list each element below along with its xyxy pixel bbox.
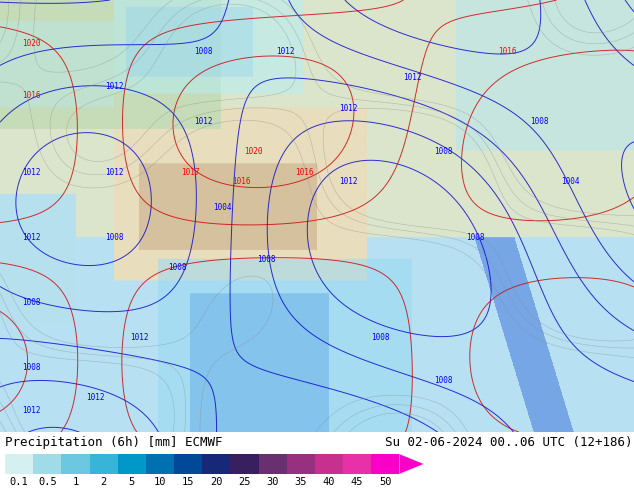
Text: 1016: 1016 [498, 48, 517, 56]
Bar [89, 454, 118, 474]
Text: 1016: 1016 [295, 169, 314, 177]
Text: 1: 1 [72, 477, 79, 487]
Text: 1008: 1008 [466, 233, 485, 242]
Text: 1020: 1020 [22, 39, 41, 48]
Text: 1008: 1008 [434, 147, 453, 156]
Text: 1012: 1012 [403, 74, 422, 82]
Text: 1008: 1008 [168, 264, 187, 272]
Text: 1012: 1012 [22, 406, 41, 415]
Text: Su 02-06-2024 00..06 UTC (12+186): Su 02-06-2024 00..06 UTC (12+186) [385, 436, 633, 449]
Text: 1008: 1008 [257, 255, 276, 264]
Bar [61, 454, 89, 474]
Text: 1012: 1012 [276, 48, 295, 56]
Bar [174, 454, 202, 474]
Polygon shape [399, 454, 424, 474]
Bar [5, 454, 33, 474]
Text: 40: 40 [323, 477, 335, 487]
Text: 1020: 1020 [244, 147, 263, 156]
Text: 1008: 1008 [434, 376, 453, 385]
Text: 1016: 1016 [231, 177, 250, 186]
Text: 1012: 1012 [193, 117, 212, 125]
Text: 1004: 1004 [561, 177, 580, 186]
Text: 25: 25 [238, 477, 251, 487]
Bar [146, 454, 174, 474]
Text: 1012: 1012 [22, 233, 41, 242]
Text: 1016: 1016 [22, 91, 41, 99]
Bar [118, 454, 146, 474]
Bar [343, 454, 372, 474]
Text: 1012: 1012 [339, 103, 358, 113]
Bar [202, 454, 230, 474]
Text: 1017: 1017 [181, 169, 200, 177]
Text: 1012: 1012 [105, 169, 124, 177]
Text: 30: 30 [266, 477, 279, 487]
Bar [287, 454, 315, 474]
Text: 1008: 1008 [22, 298, 41, 307]
Text: 1012: 1012 [339, 177, 358, 186]
Text: 0.5: 0.5 [38, 477, 56, 487]
Text: 15: 15 [182, 477, 195, 487]
Bar [259, 454, 287, 474]
Text: 10: 10 [153, 477, 166, 487]
Bar [230, 454, 259, 474]
Text: 35: 35 [295, 477, 307, 487]
Text: 20: 20 [210, 477, 223, 487]
Bar [33, 454, 61, 474]
Text: 1012: 1012 [130, 333, 149, 342]
Text: Precipitation (6h) [mm] ECMWF: Precipitation (6h) [mm] ECMWF [5, 436, 223, 449]
Text: 1008: 1008 [371, 333, 390, 342]
Text: 50: 50 [379, 477, 392, 487]
Text: 1008: 1008 [22, 363, 41, 372]
Text: 5: 5 [129, 477, 135, 487]
Text: 1004: 1004 [212, 203, 231, 212]
Text: 1012: 1012 [105, 82, 124, 91]
Text: 0.1: 0.1 [10, 477, 29, 487]
Text: 1008: 1008 [529, 117, 548, 125]
Text: 1008: 1008 [193, 48, 212, 56]
Bar [315, 454, 343, 474]
Text: 1012: 1012 [86, 393, 105, 402]
Bar [372, 454, 399, 474]
Text: 45: 45 [351, 477, 363, 487]
Text: 1012: 1012 [22, 169, 41, 177]
Text: 2: 2 [101, 477, 107, 487]
Text: 1008: 1008 [105, 233, 124, 242]
